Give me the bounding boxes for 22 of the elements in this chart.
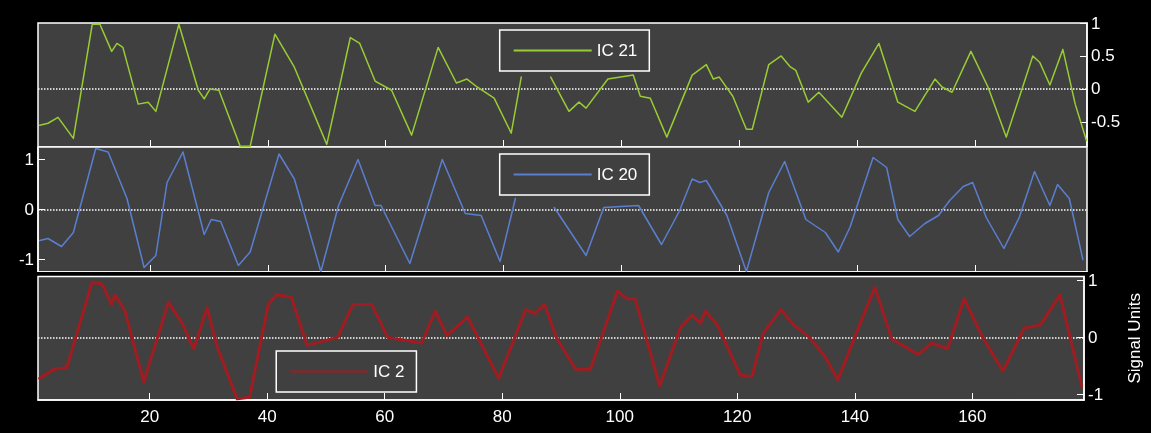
y-tick-label: 0 (24, 200, 34, 219)
legend-label: IC 20 (596, 165, 638, 184)
y-tick-label: -1 (18, 250, 34, 269)
x-tick-label: 120 (723, 407, 752, 426)
x-tick-label: 80 (492, 407, 512, 426)
x-tick-label: 40 (257, 407, 277, 426)
x-tick-label: 20 (140, 407, 160, 426)
x-tick-label: 160 (958, 407, 987, 426)
legend-label: IC 2 (373, 362, 405, 381)
y2-tick-label: 0.5 (1091, 46, 1115, 66)
y-tick-label: 1 (24, 150, 34, 169)
y2-tick-label: -1 (1088, 384, 1104, 404)
y2-axis-title: Signal Units (1125, 292, 1144, 384)
y2-tick-label: 0 (1091, 79, 1101, 99)
y2-tick-label: 1 (1088, 271, 1098, 290)
y2-tick-label: 1 (1091, 13, 1101, 33)
x-tick-label: 100 (605, 407, 634, 426)
y2-tick-label: 0 (1088, 327, 1098, 347)
x-tick-label: 140 (840, 407, 870, 426)
y2-tick-label: -0.5 (1091, 112, 1121, 132)
x-tick-label: 60 (375, 407, 395, 426)
legend-label: IC 21 (596, 41, 638, 60)
